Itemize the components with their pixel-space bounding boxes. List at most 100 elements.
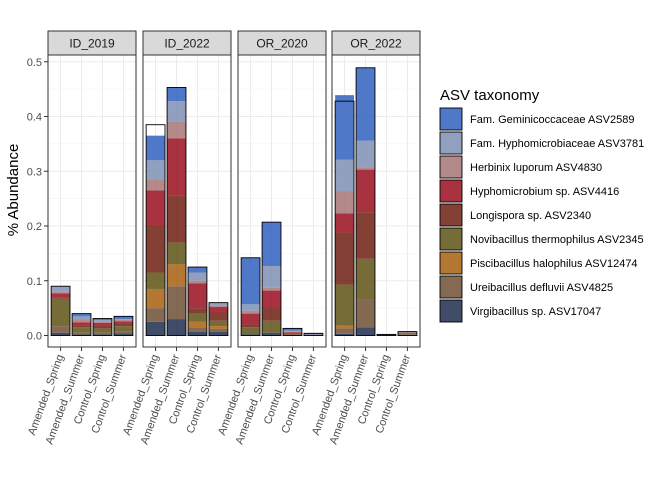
bar-segment — [72, 327, 91, 333]
bar-outline — [187, 266, 208, 336]
bar-outline — [334, 100, 355, 336]
bar-segment — [241, 313, 260, 325]
bar-segment — [262, 332, 281, 336]
bar-segment — [398, 333, 417, 335]
bar-segment — [146, 190, 165, 226]
bar-segment — [114, 333, 133, 336]
legend-key — [439, 275, 463, 299]
bar-segment — [93, 332, 112, 335]
legend-label: Virgibacillus sp. ASV17047 — [470, 306, 601, 318]
bar-segment — [93, 325, 112, 329]
bar-segment — [188, 267, 207, 273]
panel-frames-layer: ID_2019 ID_2022 OR_2020 OR_2022 — [47, 30, 421, 348]
bar-segment — [356, 167, 375, 170]
bar-segment — [262, 222, 281, 266]
bar-segment — [114, 319, 133, 320]
bar-segment — [188, 321, 207, 328]
legend-label: Longispora sp. ASV2340 — [470, 210, 591, 222]
bar-segment — [167, 319, 186, 336]
bar-segment — [335, 95, 354, 160]
bar-segment — [241, 257, 260, 305]
bar-segment — [209, 305, 228, 308]
facet-strip — [47, 30, 137, 56]
facet-strip — [142, 30, 232, 56]
bar-segment — [167, 121, 186, 139]
bar-segment — [146, 321, 165, 336]
bar-segment — [335, 191, 354, 214]
y-tick-label: 0.5 — [27, 57, 42, 69]
bar-segment — [114, 326, 133, 332]
bar-segment — [72, 322, 91, 326]
bar-segment — [72, 316, 91, 320]
bar-segment — [262, 290, 281, 308]
bar-outline — [355, 67, 376, 336]
legend-title: ASV taxonomy — [440, 87, 540, 104]
bar-segment — [335, 333, 354, 336]
bar-segment — [93, 322, 112, 326]
bar-segment — [114, 319, 133, 322]
bar-outline — [166, 87, 187, 336]
bar-segment — [356, 299, 375, 328]
bar-outline — [397, 331, 418, 336]
bar-segment — [241, 334, 260, 336]
bar-segment — [167, 286, 186, 320]
bar-outline — [303, 332, 324, 336]
bar-segment — [335, 325, 354, 329]
bar-segment — [93, 318, 112, 321]
bar-segment — [146, 288, 165, 309]
bar-segment — [398, 333, 417, 334]
bar-segment — [114, 316, 133, 320]
bar-outline — [261, 221, 282, 336]
bar-segment — [72, 319, 91, 323]
facet-strip-label: ID_2022 — [164, 37, 210, 51]
bar-segment — [356, 258, 375, 300]
bar-segment — [241, 324, 260, 328]
bar-segment — [241, 304, 260, 311]
bar-outline — [92, 318, 113, 336]
bar-segment — [167, 195, 186, 243]
facet-strip — [331, 30, 421, 56]
bar-segment — [72, 325, 91, 328]
bar-segment — [398, 332, 417, 334]
facet-strip-label: OR_2020 — [256, 37, 308, 51]
bar-segment — [146, 179, 165, 191]
legend-label: Ureibacillus defluvii ASV4825 — [470, 282, 613, 294]
bar-segment — [114, 321, 133, 324]
bar-segment — [356, 67, 375, 141]
bar-segment — [146, 160, 165, 180]
y-axis-title: % Abundance — [5, 144, 22, 237]
legend-label: Herbinix luporum ASV4830 — [470, 162, 602, 174]
bar-segment — [356, 212, 375, 259]
legend-label: Novibacillus thermophilus ASV2345 — [470, 234, 644, 246]
bar-segment — [209, 326, 228, 329]
y-tick-label: 0.3 — [27, 166, 42, 178]
legend-label: Fam. Hyphomicrobiaceae ASV3781 — [470, 138, 644, 150]
bar-segment — [188, 272, 207, 281]
bar-segment — [283, 328, 302, 331]
bar-outline — [145, 124, 166, 336]
bar-segment — [146, 272, 165, 289]
bar-segment — [398, 334, 417, 335]
bar-segment — [398, 332, 417, 333]
bar-segment — [93, 328, 112, 333]
bar-segment — [209, 303, 228, 306]
bar-segment — [72, 332, 91, 335]
legend-key — [439, 203, 463, 227]
legend-label: Fam. Geminicoccaceae ASV2589 — [470, 114, 634, 126]
bar-segment — [146, 226, 165, 273]
y-tick-label: 0.4 — [27, 112, 42, 124]
bar-segment — [93, 321, 112, 323]
bar-segment — [188, 313, 207, 322]
legend-key — [439, 299, 463, 323]
bar-segment — [146, 308, 165, 322]
bar-outline — [208, 302, 229, 336]
bar-segment — [51, 291, 70, 294]
bar-segment — [335, 328, 354, 334]
bar-segment — [51, 297, 70, 299]
bar-segment — [335, 284, 354, 326]
bar-segment — [167, 138, 186, 196]
bar-segment — [188, 327, 207, 332]
facet-strip-label: OR_2022 — [350, 37, 402, 51]
bar-outline — [50, 285, 71, 336]
